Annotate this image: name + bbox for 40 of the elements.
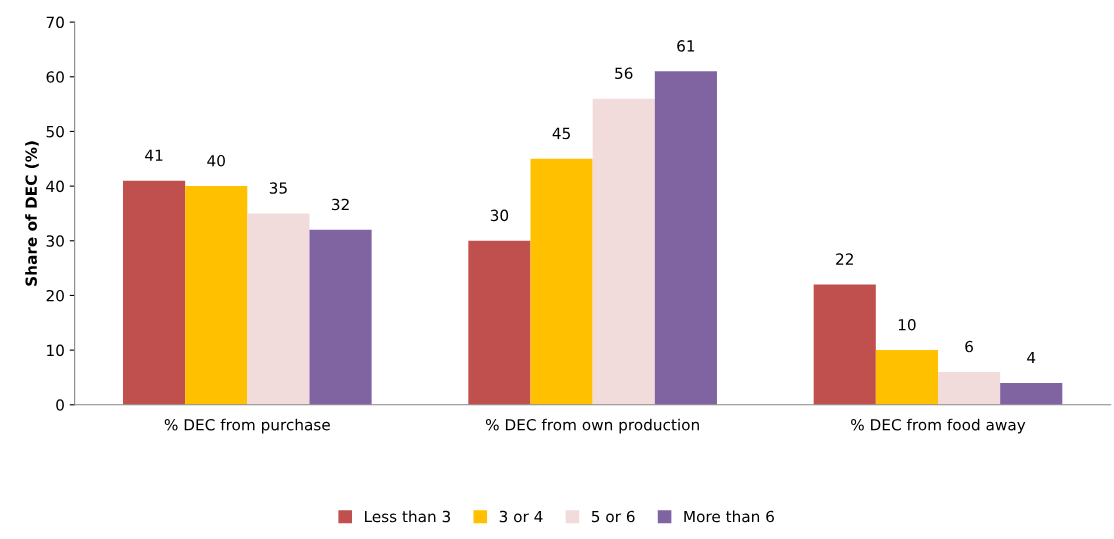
bar: [875, 350, 938, 405]
y-tick-label: 20: [46, 289, 64, 302]
data-label: 45: [552, 127, 570, 140]
bar: [468, 240, 531, 405]
bar: [592, 98, 655, 405]
data-label: 30: [490, 209, 509, 222]
legend-label: 3 or 4: [499, 510, 543, 523]
y-axis-title: Share of DEC (%): [25, 141, 39, 286]
data-label: 4: [1027, 351, 1036, 364]
bar: [185, 186, 248, 405]
x-tick-label: % DEC from purchase: [164, 418, 330, 434]
y-tick-label: 10: [47, 344, 64, 357]
data-label: 35: [269, 182, 287, 194]
data-label: 6: [965, 340, 973, 353]
x-tick-label: % DEC from food away: [851, 418, 1026, 434]
data-label: 56: [615, 67, 633, 80]
data-label: 10: [898, 318, 916, 331]
y-tick-label: 50: [46, 125, 64, 138]
y-tick-label: 70: [46, 16, 64, 29]
legend-label: More than 6: [684, 510, 774, 523]
data-label: 61: [677, 40, 695, 52]
data-label: 22: [836, 253, 853, 265]
bar: [654, 71, 717, 405]
x-tick-label: % DEC from own production: [485, 418, 699, 434]
data-label: 40: [207, 154, 225, 167]
bar: [1000, 382, 1063, 405]
y-tick-label: 60: [46, 71, 64, 83]
data-label: 32: [331, 198, 349, 211]
y-tick-label: 30: [46, 235, 64, 247]
bar: [309, 229, 372, 405]
bar: [530, 158, 593, 405]
y-tick-label: 0: [56, 399, 64, 411]
legend-label: 5 or 6: [591, 510, 635, 523]
bar: [813, 284, 876, 405]
data-label: 41: [145, 149, 163, 161]
bar: [937, 371, 1001, 405]
bar: [122, 180, 186, 405]
y-tick-label: 40: [46, 180, 64, 193]
legend-label: Less than 3: [365, 510, 451, 523]
bar: [247, 213, 310, 405]
